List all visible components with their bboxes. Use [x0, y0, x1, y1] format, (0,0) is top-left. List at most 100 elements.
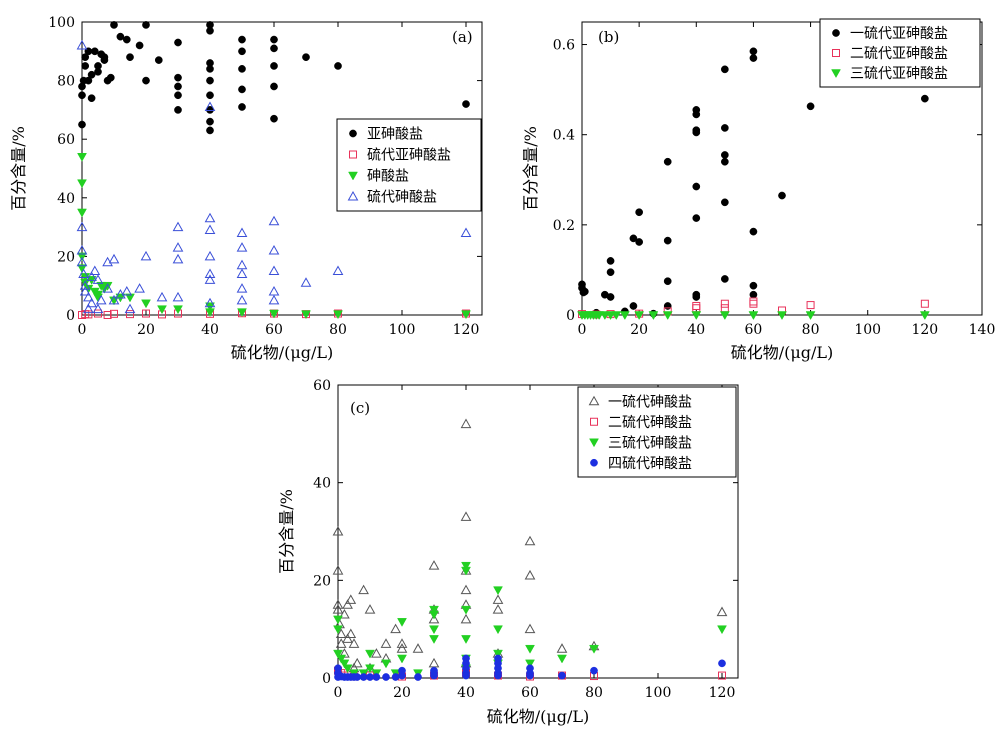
- data-point: [353, 673, 362, 681]
- data-point: [268, 286, 280, 296]
- data-point: [493, 649, 503, 659]
- panel-tag: (c): [350, 399, 370, 417]
- series-3: [334, 654, 726, 681]
- data-point: [110, 21, 118, 29]
- data-point: [634, 311, 645, 321]
- data-point: [172, 221, 184, 232]
- data-point: [429, 605, 439, 615]
- data-point: [777, 311, 787, 321]
- data-point: [77, 153, 87, 162]
- y-tick-label: 60: [313, 378, 331, 394]
- data-point: [332, 525, 344, 536]
- data-point: [238, 47, 246, 56]
- data-point: [414, 673, 422, 681]
- data-point: [103, 311, 112, 319]
- legend-marker: [590, 458, 598, 467]
- data-point: [342, 664, 353, 674]
- y-axis-label: 百分含量/%: [521, 126, 540, 211]
- data-point: [102, 283, 113, 293]
- data-point: [461, 566, 471, 576]
- data-point: [92, 303, 104, 314]
- legend-marker: [347, 190, 359, 201]
- legend-marker: [589, 438, 599, 448]
- data-point: [301, 310, 311, 320]
- data-point: [429, 610, 439, 620]
- data-point: [94, 62, 102, 70]
- y-tick-label: 20: [313, 573, 331, 589]
- data-point: [90, 47, 99, 56]
- data-point: [345, 628, 357, 639]
- data-point: [461, 310, 471, 320]
- data-point: [84, 310, 93, 319]
- data-point: [173, 305, 183, 315]
- data-points: [76, 21, 472, 320]
- data-point: [692, 110, 701, 119]
- data-point: [268, 245, 280, 255]
- data-point: [461, 605, 471, 615]
- data-point: [172, 291, 184, 302]
- data-point: [174, 91, 182, 100]
- data-point: [332, 565, 344, 575]
- data-point: [749, 297, 758, 306]
- data-point: [748, 311, 759, 321]
- data-point: [86, 271, 97, 281]
- data-point: [524, 623, 536, 634]
- data-point: [557, 654, 567, 664]
- data-point: [86, 297, 97, 308]
- y-tick-label: 20: [57, 249, 75, 265]
- data-point: [269, 309, 279, 319]
- data-point: [76, 256, 88, 267]
- legend-box: [336, 118, 482, 212]
- data-point: [382, 673, 390, 681]
- data-point: [141, 299, 151, 309]
- legend-label: 三硫代砷酸盐: [608, 435, 692, 451]
- data-point: [121, 286, 133, 296]
- data-point: [142, 309, 150, 318]
- data-point: [79, 286, 91, 296]
- data-point: [648, 311, 659, 321]
- data-point: [428, 613, 440, 624]
- panel-2: 0 20 40 60 80 100 120 0 20 40 60 硫化物/(μg/L) 百分含量/% (c…: [277, 378, 739, 726]
- data-point: [428, 657, 440, 668]
- data-point: [428, 560, 440, 570]
- data-point: [237, 308, 247, 318]
- data-point: [206, 26, 214, 35]
- data-point: [204, 268, 216, 278]
- data-point: [635, 238, 643, 246]
- data-point: [556, 643, 568, 653]
- data-point: [332, 265, 344, 276]
- data-point: [204, 224, 216, 235]
- data-point: [805, 311, 816, 321]
- legend-marker: [831, 69, 841, 79]
- legend-marker: [832, 49, 840, 57]
- data-point: [719, 311, 730, 321]
- x-axis-label: 硫化物/(μg/L): [731, 343, 834, 362]
- legend-label: 一硫代砷酸盐: [608, 394, 692, 410]
- data-point: [342, 599, 353, 609]
- panel-tag: (b): [598, 28, 619, 46]
- data-point: [89, 265, 101, 276]
- legend-marker: [349, 150, 357, 159]
- legend-marker: [590, 417, 598, 426]
- data-point: [78, 91, 86, 100]
- data-point: [81, 62, 90, 70]
- data-point: [524, 535, 536, 546]
- data-point: [77, 179, 87, 189]
- plot-frame: [81, 21, 483, 316]
- legend-label: 硫代砷酸盐: [367, 190, 437, 206]
- x-tick-label: 60: [521, 685, 539, 701]
- data-point: [920, 299, 929, 308]
- data-point: [692, 301, 701, 310]
- data-point: [204, 274, 216, 284]
- data-point: [95, 294, 107, 305]
- data-point: [332, 604, 344, 614]
- data-point: [429, 625, 439, 635]
- data-point: [335, 638, 347, 648]
- data-point: [76, 39, 88, 50]
- data-point: [381, 659, 391, 669]
- data-point: [581, 287, 589, 296]
- data-point: [334, 62, 342, 70]
- data-point: [721, 151, 729, 159]
- legend-box: [819, 18, 981, 88]
